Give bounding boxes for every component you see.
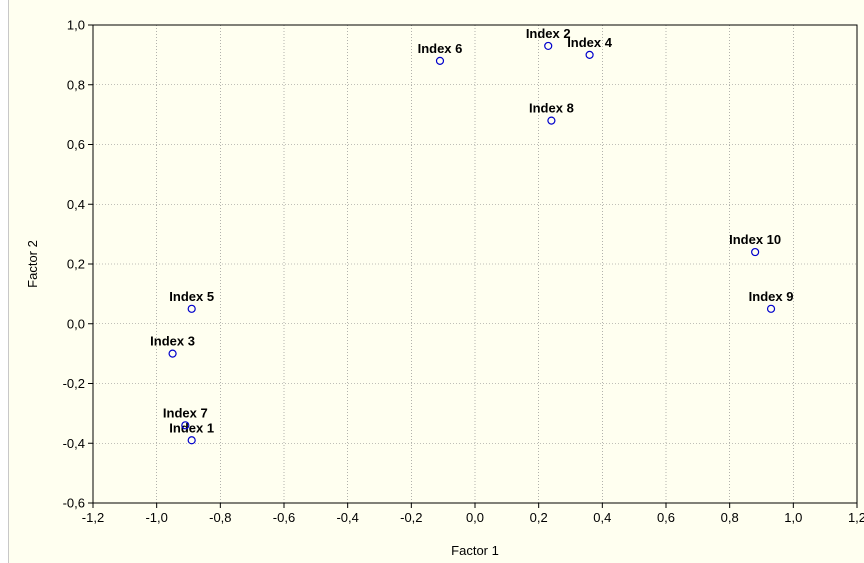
x-tick-label: 1,2	[848, 510, 864, 525]
x-tick-label: 1,0	[784, 510, 802, 525]
x-tick-label: 0,8	[721, 510, 739, 525]
y-tick-label: -0,2	[63, 376, 85, 391]
x-tick-label: -1,0	[145, 510, 167, 525]
scatter-point	[435, 56, 445, 65]
y-tick-label: 1,0	[67, 18, 85, 33]
x-axis-title: Factor 1	[451, 543, 499, 558]
y-axis-ticks: -0,6 -0,4 -0,2 0,0 0,2 0,4 0,6 0,8 1,0	[63, 18, 93, 511]
x-tick-label: -0,2	[400, 510, 422, 525]
y-tick-label: -0,6	[63, 496, 85, 511]
point-label: Index 2	[526, 26, 571, 41]
x-tick-label: 0,4	[593, 510, 611, 525]
scatter-point	[187, 436, 196, 445]
grid-lines	[93, 25, 857, 503]
y-tick-label: 0,6	[67, 137, 85, 152]
x-tick-label: 0,2	[530, 510, 548, 525]
point-label: Index 5	[169, 289, 214, 304]
x-tick-label: -1,2	[82, 510, 104, 525]
point-label: Index 9	[749, 289, 794, 304]
scatter-point	[544, 41, 553, 51]
point-label: Index 7	[163, 405, 208, 420]
y-tick-label: 0,2	[67, 257, 85, 272]
scatter-point	[187, 304, 196, 313]
point-label: Index 8	[529, 101, 574, 116]
y-tick-label: -0,4	[63, 436, 85, 451]
scatter-point	[168, 349, 177, 358]
scatter-point	[766, 304, 776, 313]
point-label: Index 1	[169, 420, 214, 435]
x-tick-label: 0,6	[657, 510, 675, 525]
y-tick-label: 0,4	[67, 197, 85, 212]
scatter-plot: -1,2 -1,0 -0,8 -0,6 -0,4 -0,2 0,0 0,2 0,4 0,6 0,8 1…	[25, 18, 864, 559]
chart-panel: -1,2 -1,0 -0,8 -0,6 -0,4 -0,2 0,0 0,2 0,4 0,6 0,8 1…	[8, 0, 864, 563]
point-label: Index 4	[567, 35, 613, 50]
y-tick-label: 0,8	[67, 77, 85, 92]
x-axis-ticks: -1,2 -1,0 -0,8 -0,6 -0,4 -0,2 0,0 0,2 0,4 0,6 0,8 1…	[82, 503, 864, 525]
point-label: Index 10	[729, 232, 781, 247]
scatter-point	[547, 116, 556, 125]
scatter-point	[585, 50, 594, 59]
scatter-point	[181, 421, 190, 430]
point-label: Index 6	[418, 41, 463, 56]
point-label: Index 3	[150, 334, 195, 349]
x-tick-label: -0,4	[336, 510, 358, 525]
x-tick-label: -0,6	[273, 510, 295, 525]
scatter-point	[751, 247, 760, 257]
y-axis-title: Factor 2	[25, 240, 40, 288]
x-tick-label: -0,8	[209, 510, 231, 525]
data-points: Index 1 Index 2 Index 3 Index 4 Index 5 Index…	[150, 26, 794, 445]
x-tick-label: 0,0	[466, 510, 484, 525]
y-tick-label: 0,0	[67, 316, 85, 331]
